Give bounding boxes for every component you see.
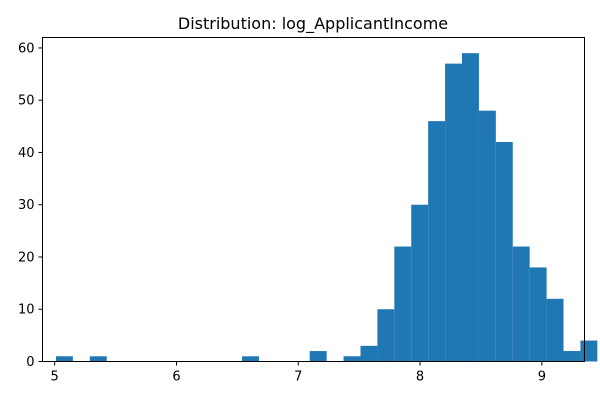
histogram-bar bbox=[495, 142, 513, 362]
histogram-bar bbox=[242, 356, 259, 362]
bars-group bbox=[55, 53, 598, 362]
x-tick-label: 6 bbox=[172, 370, 180, 385]
histogram-bar bbox=[411, 204, 429, 362]
x-tick-label: 8 bbox=[416, 370, 424, 385]
y-tick-label: 10 bbox=[18, 303, 35, 318]
histogram-bar bbox=[461, 53, 479, 362]
y-tick-label: 50 bbox=[18, 94, 35, 109]
x-tick-label: 5 bbox=[51, 370, 59, 385]
histogram-bar bbox=[512, 246, 530, 362]
histogram-bar bbox=[428, 121, 446, 362]
histogram-bar bbox=[529, 267, 547, 362]
y-tick-label: 40 bbox=[18, 146, 35, 161]
x-axis-ticks: 5 6 7 8 9 bbox=[51, 361, 546, 385]
histogram-bar bbox=[360, 345, 378, 362]
histogram-bar bbox=[55, 356, 73, 362]
histogram-bar bbox=[546, 298, 564, 362]
y-tick-label: 20 bbox=[18, 250, 35, 265]
histogram-bar bbox=[445, 63, 462, 362]
histogram-bar bbox=[580, 340, 598, 362]
y-tick-label: 60 bbox=[18, 41, 35, 56]
axes-frame bbox=[42, 37, 585, 362]
histogram-bar bbox=[394, 246, 412, 362]
histogram-bar bbox=[343, 356, 361, 362]
y-tick-label: 30 bbox=[18, 198, 35, 213]
x-tick-label: 7 bbox=[294, 370, 302, 385]
y-axis-ticks: 0 10 20 30 40 50 60 bbox=[18, 41, 43, 370]
x-tick-label: 9 bbox=[538, 370, 546, 385]
histogram-bar bbox=[377, 309, 395, 362]
histogram-bar bbox=[89, 356, 107, 362]
histogram-bar bbox=[309, 351, 327, 362]
histogram-bar bbox=[478, 110, 496, 362]
histogram-bar bbox=[563, 351, 581, 362]
y-tick-label: 0 bbox=[26, 355, 34, 370]
chart-title: Distribution: log_ApplicantIncome bbox=[178, 14, 448, 34]
